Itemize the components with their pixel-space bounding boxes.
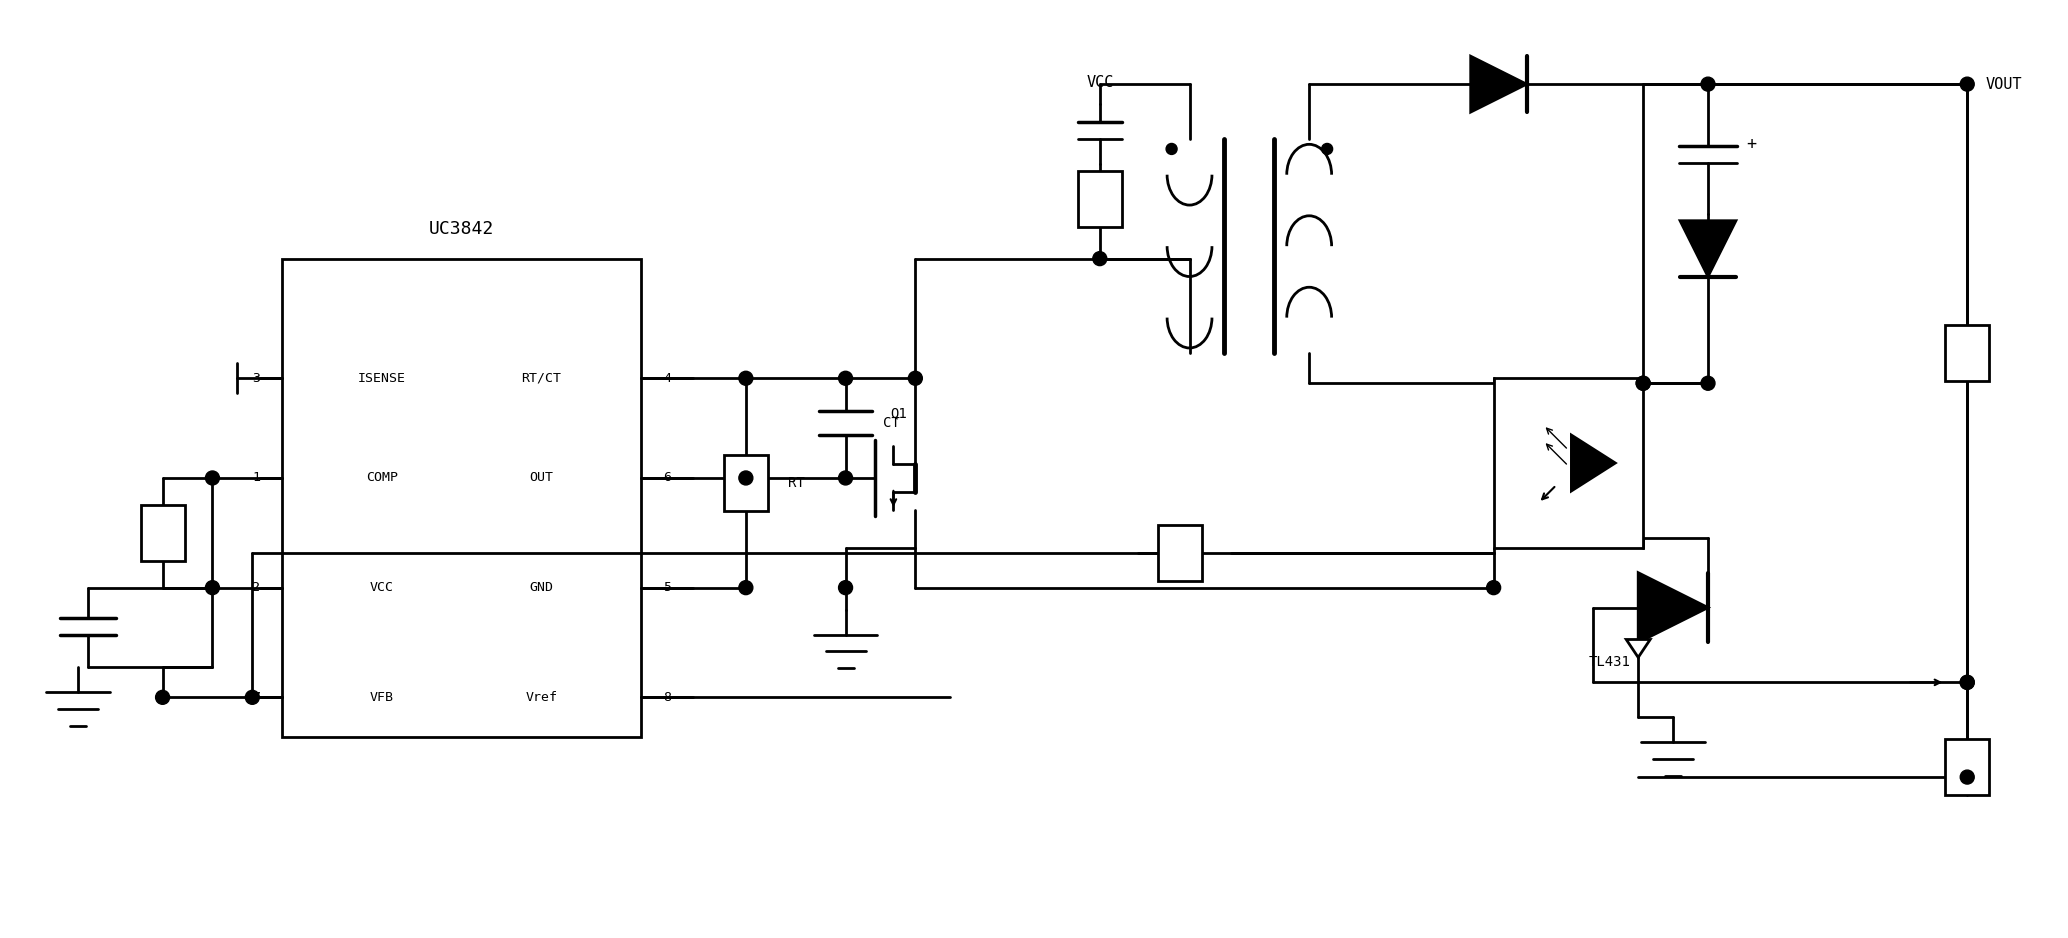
Circle shape <box>738 581 753 595</box>
Circle shape <box>1166 144 1177 155</box>
Text: VOUT: VOUT <box>1985 77 2023 92</box>
Bar <box>1077 171 1121 227</box>
Circle shape <box>738 371 753 386</box>
Circle shape <box>205 471 219 485</box>
Circle shape <box>738 471 753 485</box>
Text: 8: 8 <box>664 690 672 704</box>
Text: UC3842: UC3842 <box>428 219 494 237</box>
Circle shape <box>1960 770 1975 784</box>
Bar <box>141 505 184 561</box>
Text: 4: 4 <box>664 371 672 385</box>
Text: COMP: COMP <box>366 472 397 484</box>
Bar <box>724 455 767 511</box>
Circle shape <box>840 371 852 386</box>
Polygon shape <box>1679 220 1735 277</box>
Text: OUT: OUT <box>529 472 554 484</box>
Text: GND: GND <box>529 582 554 594</box>
Circle shape <box>1321 144 1332 155</box>
Text: 2: 2 <box>252 582 261 594</box>
Polygon shape <box>1572 435 1615 491</box>
Text: 6: 6 <box>664 472 672 484</box>
Text: 5: 5 <box>664 582 672 594</box>
Circle shape <box>1960 675 1975 689</box>
Bar <box>1946 739 1989 795</box>
Polygon shape <box>1625 640 1650 658</box>
Text: ISENSE: ISENSE <box>358 371 405 385</box>
Circle shape <box>1636 376 1650 390</box>
Polygon shape <box>1470 56 1526 112</box>
Circle shape <box>1092 251 1106 265</box>
Circle shape <box>1702 376 1714 390</box>
Bar <box>281 259 641 737</box>
Text: +: + <box>1745 135 1756 153</box>
Bar <box>1158 525 1202 581</box>
Text: 3: 3 <box>252 371 261 385</box>
Circle shape <box>1636 376 1650 390</box>
Text: CT: CT <box>883 416 900 431</box>
Text: TL431: TL431 <box>1588 656 1630 670</box>
Text: RT: RT <box>788 476 804 490</box>
Text: VCC: VCC <box>1086 75 1113 90</box>
Text: 1: 1 <box>252 472 261 484</box>
Bar <box>1493 378 1644 548</box>
Circle shape <box>1487 581 1501 595</box>
Circle shape <box>908 371 922 386</box>
Polygon shape <box>1638 573 1708 643</box>
Circle shape <box>1960 675 1975 689</box>
Circle shape <box>246 690 258 704</box>
Circle shape <box>1702 77 1714 91</box>
Circle shape <box>840 471 852 485</box>
Text: VFB: VFB <box>370 690 393 704</box>
Circle shape <box>155 690 170 704</box>
Circle shape <box>840 581 852 595</box>
Text: 7: 7 <box>252 690 261 704</box>
Text: VCC: VCC <box>370 582 393 594</box>
Text: Q1: Q1 <box>891 406 908 420</box>
Text: Vref: Vref <box>525 690 558 704</box>
Bar <box>1946 325 1989 381</box>
Circle shape <box>205 581 219 595</box>
Text: RT/CT: RT/CT <box>521 371 562 385</box>
Circle shape <box>1960 77 1975 91</box>
